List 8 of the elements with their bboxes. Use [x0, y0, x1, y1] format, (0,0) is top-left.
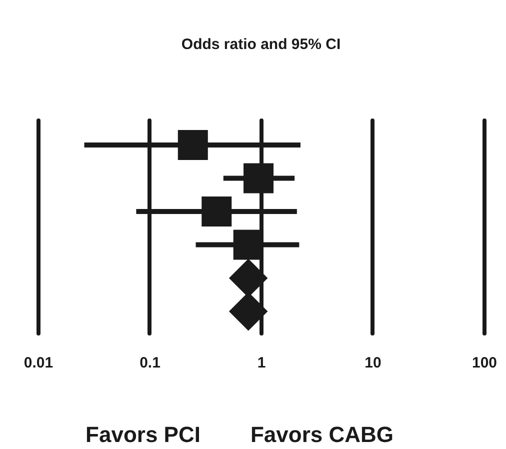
x-tick-label: 10	[364, 354, 382, 372]
x-tick-label: 0.01	[24, 354, 54, 372]
x-tick-label: 1	[257, 354, 266, 372]
x-tick-label: 0.1	[140, 354, 160, 372]
text: Favors CABG	[250, 422, 394, 447]
text: Favors PCI	[86, 422, 200, 447]
chart-title: Odds ratio and 95% CI	[181, 36, 341, 53]
x-tick-label: 100	[472, 354, 498, 372]
